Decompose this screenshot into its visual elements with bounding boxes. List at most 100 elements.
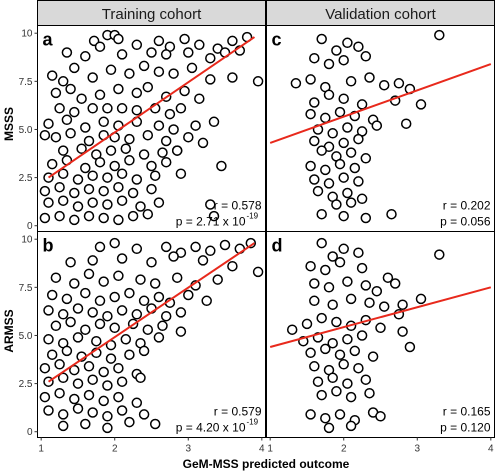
- data-point: [116, 103, 128, 114]
- data-point: [138, 60, 150, 72]
- data-point: [252, 76, 264, 87]
- data-point: [57, 420, 69, 432]
- data-point: [334, 106, 346, 118]
- y-tick-label: 2.5: [19, 379, 33, 390]
- data-point: [116, 195, 128, 206]
- data-point: [360, 212, 372, 224]
- data-point: [208, 210, 220, 222]
- data-point: [305, 108, 316, 120]
- data-point: [316, 33, 327, 45]
- data-point: [353, 247, 364, 258]
- data-point: [375, 322, 386, 334]
- data-point: [131, 309, 143, 320]
- data-point: [91, 335, 102, 347]
- data-point: [345, 147, 357, 158]
- panel-letter: d: [272, 236, 283, 256]
- panel-d: d r = 0.165 p = 0.120 1 2 3 4: [266, 231, 495, 455]
- x-tick-label: 3: [414, 444, 420, 455]
- data-point: [87, 72, 98, 83]
- data-point: [356, 99, 368, 110]
- data-point: [345, 420, 357, 432]
- data-point: [190, 120, 201, 131]
- x-tick-label: 1: [38, 444, 44, 455]
- data-point: [153, 291, 165, 303]
- data-point: [98, 276, 109, 287]
- data-point: [227, 260, 238, 272]
- data-point: [197, 137, 209, 149]
- data-point: [356, 330, 368, 341]
- data-point: [160, 156, 172, 168]
- data-point: [216, 160, 227, 172]
- data-point: [334, 257, 346, 268]
- data-point: [323, 89, 335, 101]
- x-tick-label: 2: [112, 444, 118, 455]
- data-point: [98, 366, 109, 378]
- data-point: [98, 116, 109, 128]
- data-point: [389, 278, 401, 289]
- data-point: [138, 295, 150, 307]
- data-point: [305, 347, 316, 359]
- data-point: [102, 380, 113, 391]
- data-point: [94, 318, 106, 330]
- data-point: [375, 411, 386, 422]
- data-point: [109, 322, 120, 334]
- data-point: [109, 237, 120, 249]
- data-point: [309, 278, 320, 289]
- data-point: [43, 405, 54, 416]
- data-point: [80, 418, 91, 430]
- panel-letter: b: [43, 236, 54, 256]
- data-point: [331, 199, 342, 210]
- data-point: [94, 41, 106, 52]
- data-point: [39, 212, 51, 224]
- data-point: [102, 172, 113, 183]
- data-point: [327, 128, 338, 139]
- data-point: [183, 289, 194, 301]
- data-point: [54, 359, 65, 370]
- data-point: [327, 251, 338, 262]
- x-tick-label: 4: [259, 444, 265, 455]
- data-point: [342, 334, 353, 345]
- data-point: [342, 378, 353, 389]
- data-point: [146, 257, 157, 268]
- data-point: [57, 309, 69, 320]
- data-point: [146, 47, 157, 58]
- data-point: [57, 168, 69, 179]
- regression-line: [47, 242, 256, 383]
- data-point: [61, 114, 73, 126]
- data-point: [146, 160, 157, 172]
- data-point: [124, 155, 135, 166]
- data-point: [138, 149, 150, 160]
- data-point: [102, 199, 113, 210]
- data-point: [76, 93, 87, 104]
- panel-b: b r = 0.579 p = 4.20 x 10 -19 0 2.5 5.0 7.5 10 1 2…: [19, 231, 266, 455]
- data-point: [120, 143, 132, 154]
- data-point: [135, 274, 146, 285]
- data-point: [164, 108, 176, 120]
- r-value: r = 0.579: [214, 405, 262, 419]
- data-point: [338, 54, 349, 66]
- data-point: [415, 99, 427, 110]
- data-point: [54, 210, 65, 222]
- data-point: [190, 241, 201, 253]
- data-point: [309, 52, 320, 64]
- y-tick-label: 2.5: [19, 173, 33, 184]
- data-point: [98, 185, 109, 197]
- data-point: [252, 266, 264, 278]
- data-point: [113, 214, 124, 226]
- y-tick-label: 7.5: [19, 283, 33, 294]
- data-point: [338, 93, 349, 104]
- x-tick-label: 4: [488, 444, 494, 455]
- data-point: [69, 62, 80, 74]
- data-point: [94, 241, 106, 253]
- p-value-exponent: -19: [247, 418, 259, 427]
- data-point: [69, 364, 80, 376]
- data-point: [434, 29, 445, 41]
- data-point: [323, 422, 335, 434]
- data-point: [50, 87, 62, 99]
- data-point: [168, 68, 179, 79]
- data-point: [338, 359, 349, 370]
- data-point: [50, 131, 62, 143]
- data-point: [131, 104, 143, 116]
- x-axis-title: GeM-MSS predicted outcome: [183, 457, 350, 471]
